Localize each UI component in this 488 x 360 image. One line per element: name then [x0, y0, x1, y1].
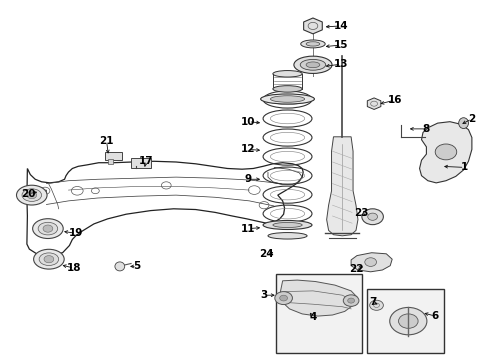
- Text: 7: 7: [368, 297, 376, 307]
- Ellipse shape: [272, 71, 302, 77]
- Bar: [366, 289, 443, 353]
- Text: 21: 21: [99, 136, 114, 146]
- Ellipse shape: [305, 62, 319, 68]
- Ellipse shape: [267, 233, 306, 239]
- Circle shape: [367, 213, 377, 220]
- Text: 9: 9: [244, 174, 251, 184]
- Circle shape: [274, 292, 292, 305]
- Bar: [276, 274, 361, 353]
- Bar: [105, 152, 122, 160]
- Text: 17: 17: [138, 156, 153, 166]
- Ellipse shape: [270, 96, 304, 102]
- Circle shape: [398, 314, 417, 328]
- Text: 24: 24: [259, 249, 273, 259]
- Circle shape: [279, 295, 287, 301]
- Ellipse shape: [300, 40, 325, 48]
- Text: 14: 14: [333, 21, 348, 31]
- Polygon shape: [419, 122, 471, 183]
- Bar: [131, 158, 150, 168]
- Ellipse shape: [34, 249, 64, 269]
- Polygon shape: [326, 137, 357, 236]
- Circle shape: [364, 258, 376, 266]
- Ellipse shape: [260, 94, 314, 104]
- Circle shape: [347, 298, 354, 303]
- Text: 20: 20: [21, 189, 36, 199]
- Ellipse shape: [300, 59, 325, 70]
- Text: 12: 12: [241, 144, 255, 154]
- Text: 1: 1: [460, 162, 467, 172]
- Text: 22: 22: [348, 264, 363, 274]
- Circle shape: [343, 295, 358, 306]
- Text: 23: 23: [354, 208, 368, 218]
- Circle shape: [43, 225, 53, 232]
- Bar: [107, 159, 113, 164]
- Circle shape: [361, 209, 383, 225]
- Ellipse shape: [263, 220, 311, 230]
- Text: 2: 2: [468, 114, 474, 124]
- Polygon shape: [350, 253, 391, 272]
- Text: 19: 19: [68, 228, 83, 238]
- Text: 3: 3: [260, 290, 267, 300]
- Text: 11: 11: [241, 224, 255, 234]
- Text: 10: 10: [241, 117, 255, 127]
- Ellipse shape: [33, 219, 63, 238]
- Ellipse shape: [39, 253, 59, 265]
- Circle shape: [27, 192, 37, 199]
- Ellipse shape: [272, 222, 302, 228]
- Text: 15: 15: [333, 40, 348, 50]
- Text: 16: 16: [387, 95, 402, 105]
- Ellipse shape: [115, 262, 124, 271]
- Ellipse shape: [272, 86, 302, 92]
- Ellipse shape: [305, 42, 319, 46]
- Circle shape: [369, 300, 383, 310]
- Ellipse shape: [22, 189, 41, 202]
- Text: 6: 6: [431, 311, 438, 321]
- Ellipse shape: [293, 56, 331, 73]
- Circle shape: [434, 144, 456, 160]
- Text: 13: 13: [333, 59, 348, 69]
- Text: 18: 18: [67, 263, 81, 273]
- Text: 8: 8: [422, 124, 429, 134]
- Text: 4: 4: [308, 312, 316, 322]
- Polygon shape: [279, 280, 356, 316]
- Ellipse shape: [17, 185, 47, 205]
- Ellipse shape: [458, 118, 468, 129]
- Text: 5: 5: [133, 261, 140, 271]
- Circle shape: [389, 307, 426, 335]
- Circle shape: [44, 256, 54, 263]
- Ellipse shape: [38, 222, 58, 235]
